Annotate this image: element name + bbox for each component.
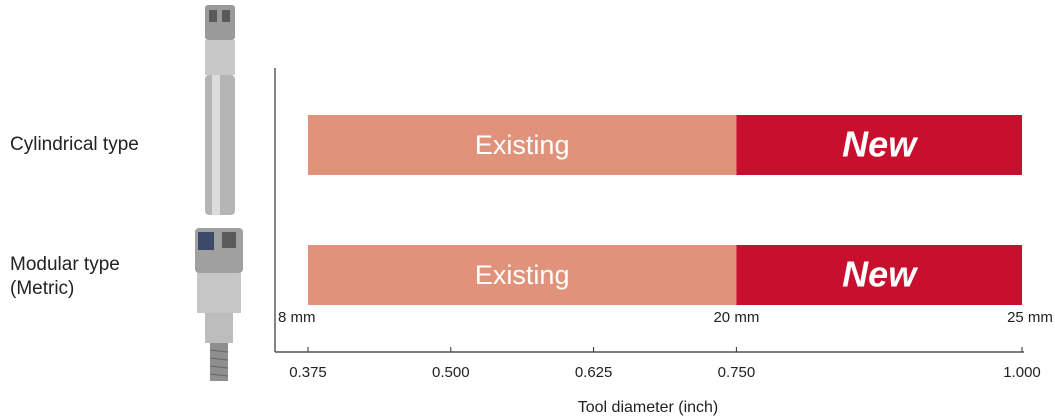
bar-label: Existing bbox=[475, 260, 570, 290]
bar-label: New bbox=[842, 124, 918, 165]
x-tick-label: 0.375 bbox=[289, 364, 327, 381]
bar-label: Existing bbox=[475, 130, 570, 160]
chart: Tool diameter (inch) 0.375 0.500 0.625 0.75… bbox=[0, 0, 1055, 418]
x-axis-title: Tool diameter (inch) bbox=[578, 399, 719, 416]
mm-label: 8 mm bbox=[278, 309, 316, 326]
bar-label: New bbox=[842, 254, 918, 295]
x-tick-label: 0.750 bbox=[718, 364, 756, 381]
x-tick-label: 0.625 bbox=[575, 364, 613, 381]
mm-label: 25 mm bbox=[1007, 309, 1053, 326]
page: Tool diameter (inch) 0.375 0.500 0.625 0.75… bbox=[0, 0, 1055, 418]
x-tick-label: 0.500 bbox=[432, 364, 470, 381]
x-tick-label: 1.000 bbox=[1003, 364, 1041, 381]
cylindrical-tool-image bbox=[205, 5, 235, 215]
modular-tool-image bbox=[195, 228, 243, 381]
mm-label: 20 mm bbox=[713, 309, 759, 326]
category-label: Modular type (Metric) bbox=[10, 253, 170, 301]
category-label: Cylindrical type bbox=[10, 133, 170, 157]
